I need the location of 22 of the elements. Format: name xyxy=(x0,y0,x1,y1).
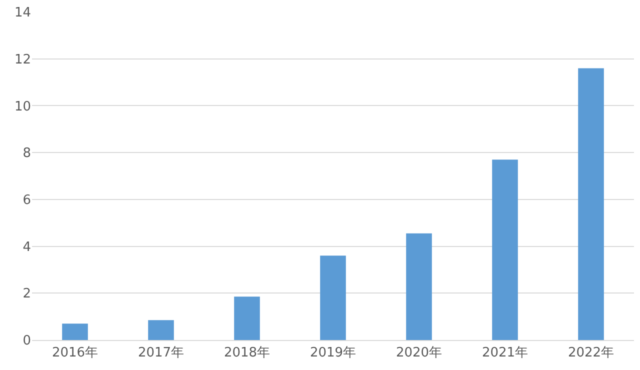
bar xyxy=(148,320,174,340)
bar xyxy=(406,233,432,340)
y-tick-label: 6 xyxy=(22,192,31,208)
y-tick-label: 10 xyxy=(14,99,31,114)
y-tick-label: 0 xyxy=(22,334,31,349)
bar xyxy=(492,160,518,340)
bar xyxy=(234,296,260,340)
y-tick-label: 14 xyxy=(14,6,31,21)
y-tick-label: 2 xyxy=(22,286,31,302)
x-tick-label: 2022年 xyxy=(568,346,614,361)
x-tick-label: 2020年 xyxy=(396,346,442,361)
x-tick-label: 2017年 xyxy=(138,346,184,361)
bar xyxy=(62,324,88,340)
bar xyxy=(578,68,604,340)
x-tick-label: 2018年 xyxy=(224,346,270,361)
bar xyxy=(320,256,346,340)
x-tick-label: 2019年 xyxy=(310,346,356,361)
y-tick-label: 8 xyxy=(22,146,31,162)
x-tick-label: 2016年 xyxy=(52,346,98,361)
x-tick-label: 2021年 xyxy=(482,346,528,361)
y-tick-label: 12 xyxy=(14,52,31,68)
y-tick-label: 4 xyxy=(22,240,31,255)
